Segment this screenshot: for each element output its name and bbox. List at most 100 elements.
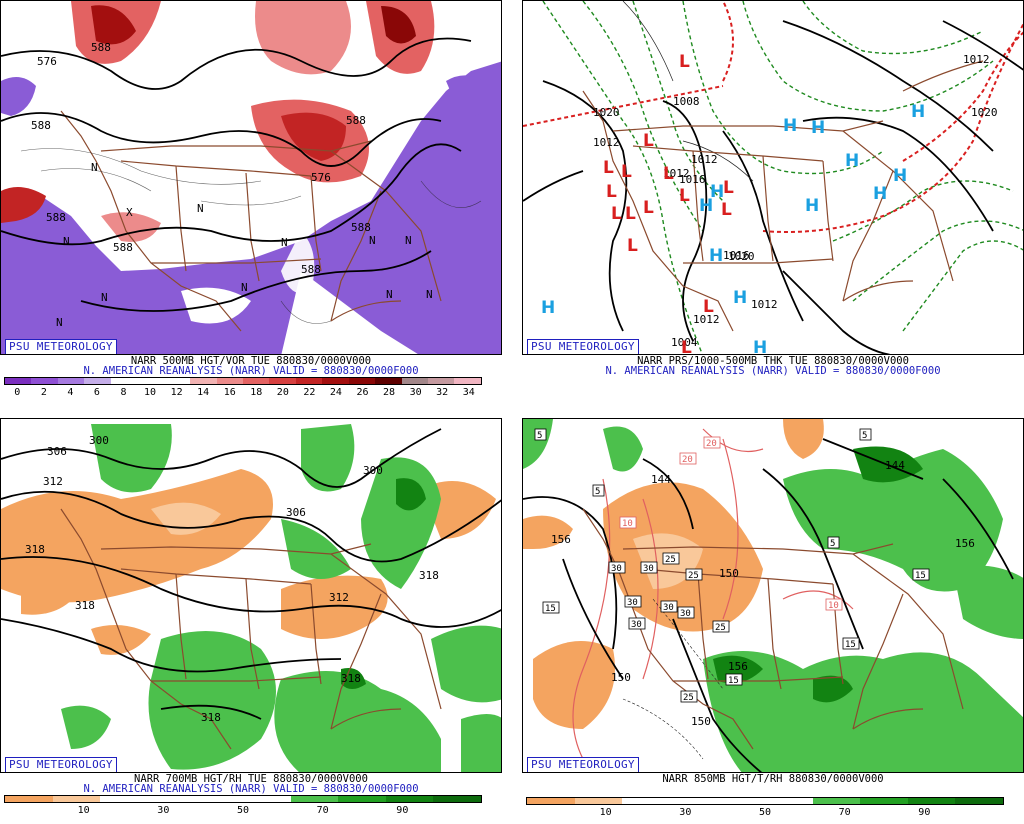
vort-marker: N <box>426 288 433 301</box>
pressure-label: 1004 <box>671 336 698 349</box>
contour-label: 156 <box>955 537 975 550</box>
pressure-label: 1012 <box>691 153 718 166</box>
high-pressure-marker: H <box>811 118 825 138</box>
map-700mb: 306 300 312 318 318 306 300 312 318 318 … <box>0 418 502 773</box>
colorbar-swatch <box>290 796 339 802</box>
svg-text:5: 5 <box>537 431 542 441</box>
temp-label: 10 <box>825 598 843 611</box>
map-title: NARR 700MB HGT/RH TUE 880830/0000V000 <box>134 773 368 785</box>
temp-label: 15 <box>542 601 560 614</box>
colorbar-swatch <box>812 798 861 804</box>
high-pressure-marker: H <box>710 182 724 202</box>
map-700mb-graphic: 306 300 312 318 318 306 300 312 318 318 … <box>1 424 501 772</box>
pressure-label: 1012 <box>593 136 620 149</box>
vort-marker: N <box>281 236 288 249</box>
map-500mb: 576 588 588 576 588 588 588 588 588 X N … <box>0 0 502 355</box>
colorbar-swatch <box>764 798 813 804</box>
pressure-label: 1016 <box>723 249 750 262</box>
low-pressure-marker: L <box>625 204 636 224</box>
map-500mb-graphic: 576 588 588 576 588 588 588 588 588 X N … <box>1 1 501 354</box>
contour-label: 318 <box>341 672 361 685</box>
colorbar-swatch <box>348 378 376 384</box>
colorbar-tick: 30 <box>409 387 422 398</box>
colorbar-swatch <box>955 798 1003 804</box>
contour-label: 144 <box>651 473 671 486</box>
colorbar-swatch <box>5 796 53 802</box>
low-pressure-marker: L <box>621 162 632 182</box>
colorbar-tick: 32 <box>436 387 449 398</box>
colorbar-tick: 0 <box>14 387 21 398</box>
contour-label: 300 <box>363 464 383 477</box>
vort-marker: N <box>56 316 63 329</box>
colorbar-tick: 4 <box>67 387 74 398</box>
map-850mb-graphic: 144 156 156 150 150 150 144 156 5 5 5 5 … <box>523 419 1023 772</box>
colorbar-tick: 10 <box>77 805 90 816</box>
colorbar-swatch <box>385 796 434 802</box>
map-title: NARR PRS/1000-500MB THK TUE 880830/0000V… <box>637 355 909 367</box>
colorbar-swatch <box>433 796 481 802</box>
temp-label: 25 <box>680 690 698 703</box>
low-pressure-marker: L <box>606 182 617 202</box>
vort-marker: X <box>126 206 133 219</box>
contour-label: 588 <box>346 114 366 127</box>
high-pressure-marker: H <box>541 298 555 318</box>
colorbar-swatch <box>216 378 243 384</box>
svg-text:30: 30 <box>627 598 638 608</box>
colorbar-swatch <box>84 378 111 384</box>
vort-marker: N <box>197 202 204 215</box>
vort-marker: N <box>63 235 70 248</box>
colorbar-swatch <box>163 378 191 384</box>
svg-text:20: 20 <box>706 439 717 449</box>
colorbar-swatch <box>242 796 291 802</box>
psu-meteorology-badge: PSU METEOROLOGY <box>527 757 639 772</box>
svg-text:5: 5 <box>862 431 867 441</box>
high-pressure-marker: H <box>699 196 713 216</box>
colorbar-swatch <box>375 378 402 384</box>
svg-text:30: 30 <box>663 603 674 613</box>
temp-label: 5 <box>859 428 872 441</box>
svg-text:25: 25 <box>715 623 726 633</box>
panel-500mb-vorticity: 576 588 588 576 588 588 588 588 588 X N … <box>0 0 502 406</box>
contour-label: 588 <box>351 221 371 234</box>
high-pressure-marker: H <box>805 196 819 216</box>
temp-label: 15 <box>842 637 860 650</box>
pressure-label: 1020 <box>971 106 998 119</box>
colorbar-swatch <box>57 378 85 384</box>
pressure-label: 1012 <box>663 167 690 180</box>
colorbar-tick: 50 <box>758 807 772 818</box>
colorbar-tick: 10 <box>144 387 157 398</box>
colorbar-swatch <box>322 378 349 384</box>
contour-label: 144 <box>885 459 905 472</box>
temp-label: 5 <box>827 536 840 549</box>
vort-marker: N <box>386 288 393 301</box>
map-subtitle: N. AMERICAN REANALYSIS (NARR) VALID = 88… <box>605 365 941 377</box>
low-pressure-marker: L <box>611 204 622 224</box>
colorbar-swatch <box>527 798 575 804</box>
contour-label: 318 <box>201 711 221 724</box>
svg-text:15: 15 <box>845 640 856 650</box>
vort-marker: N <box>91 161 98 174</box>
map-850mb: 144 156 156 150 150 150 144 156 5 5 5 5 … <box>522 418 1024 773</box>
colorbar-tick: 26 <box>356 387 369 398</box>
colorbar-swatch <box>195 796 243 802</box>
panel-850mb-temp-rh: 144 156 156 150 150 150 144 156 5 5 5 5 … <box>522 418 1024 824</box>
rh-colorbar <box>526 797 1004 805</box>
colorbar-swatch <box>454 378 481 384</box>
map-title: NARR 850MB HGT/T/RH 880830/0000V000 <box>662 773 884 785</box>
high-pressure-marker: H <box>709 246 723 266</box>
contour-label: 576 <box>37 55 57 68</box>
map-title: NARR 500MB HGT/VOR TUE 880830/0000V000 <box>130 355 372 367</box>
temp-label: 30 <box>640 561 658 574</box>
low-pressure-marker: L <box>723 178 734 198</box>
pressure-label: 1008 <box>673 95 700 108</box>
contour-label: 318 <box>25 543 45 556</box>
colorbar-swatch <box>100 796 148 802</box>
temp-label: 30 <box>624 595 642 608</box>
low-pressure-marker: L <box>679 52 690 72</box>
svg-text:30: 30 <box>611 564 622 574</box>
pressure-label: 1016 <box>679 173 706 186</box>
svg-text:15: 15 <box>915 571 926 581</box>
contour-label: 588 <box>46 211 66 224</box>
contour-label: 156 <box>728 660 748 673</box>
high-pressure-marker: H <box>733 288 747 308</box>
